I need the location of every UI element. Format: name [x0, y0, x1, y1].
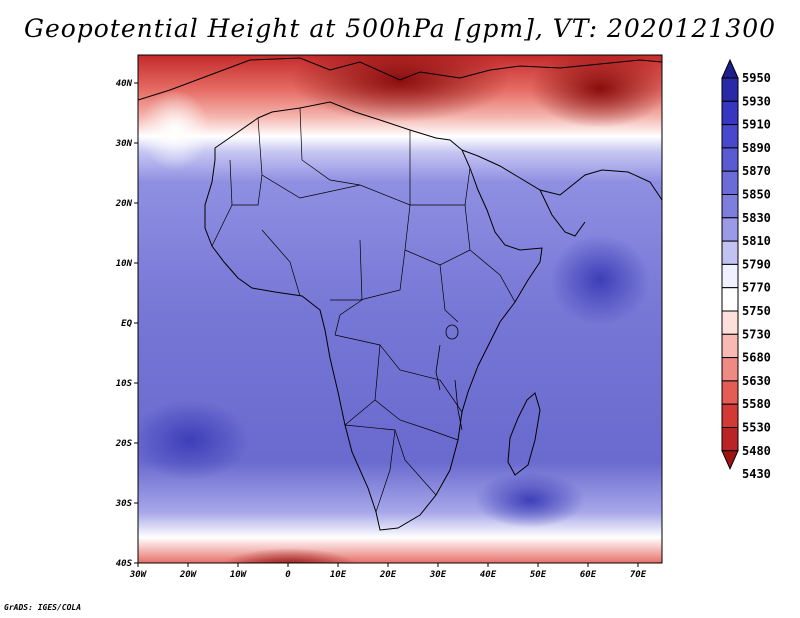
colorbar-label: 5430 [742, 467, 771, 481]
colorbar-swatch [721, 333, 739, 359]
lat-label: 20S [115, 439, 133, 449]
colorbar-label: 5870 [742, 164, 771, 178]
ridge-southern [222, 548, 358, 563]
lat-label: 30S [115, 499, 133, 509]
lon-label: 30W [129, 570, 148, 580]
country-borders [211, 107, 516, 513]
colorbar-label: 5750 [742, 304, 771, 318]
colorbar-label: 5630 [742, 374, 771, 388]
colorbar-label: 5890 [742, 141, 771, 155]
grads-credit: GrADS: IGES/COLA [4, 603, 82, 612]
colorbar-label: 5730 [742, 327, 771, 341]
colorbar-label: 5810 [742, 234, 771, 248]
colorbar-label: 5530 [742, 421, 771, 435]
colorbar-label: 5950 [742, 71, 771, 85]
colorbar-label: 5850 [742, 188, 771, 202]
lon-label: 0 [285, 570, 291, 580]
lat-label: 20N [115, 199, 133, 209]
map-panel [138, 55, 662, 563]
map-frame [137, 54, 663, 564]
lon-label: 10E [330, 570, 347, 580]
colorbar-swatch [721, 217, 739, 242]
colorbar-swatch [721, 380, 739, 405]
colorbar-swatch [721, 357, 739, 382]
colorbar-swatch [721, 77, 739, 102]
lon-label: 60E [580, 570, 597, 580]
low-southeast [475, 472, 585, 528]
lon-label: 20E [379, 570, 397, 580]
colorbar-arrow-bottom [721, 450, 739, 471]
colorbar-swatch [721, 263, 739, 289]
colorbar-label: 5830 [742, 211, 771, 225]
low-southwest [138, 400, 250, 480]
colorbar-swatch [721, 147, 739, 172]
colorbar-label: 5790 [742, 257, 771, 271]
low-indian-ocean [550, 235, 650, 325]
colorbar-swatch [721, 287, 739, 312]
colorbar-swatch [721, 427, 739, 452]
colorbar-swatch [721, 403, 739, 429]
lat-label: 40S [116, 559, 133, 569]
lon-label: 40E [480, 570, 497, 580]
colorbar-label: 5580 [742, 397, 771, 411]
lat-label: 10N [116, 259, 133, 269]
coastline-africa [138, 57, 662, 531]
lon-label: 30E [429, 570, 447, 580]
colorbar-swatch [721, 194, 739, 219]
colorbar-label: 5480 [742, 444, 771, 458]
lon-label: 50E [530, 570, 547, 580]
colorbar-swatch [721, 100, 739, 126]
lon-label: 70E [630, 570, 647, 580]
map-title: Geopotential Height at 500hPa [gpm], VT:… [23, 14, 777, 43]
latitude-axis: 40N 30N 20N 10N EQ 10S 20S 30S 40S [115, 79, 138, 569]
ridge-mediterranean [290, 55, 510, 122]
colorbar-label: 5770 [742, 281, 771, 295]
lon-label: 20W [179, 570, 198, 580]
colorbar-label: 5930 [742, 94, 771, 108]
colorbar-swatch [721, 240, 739, 265]
longitude-axis: 30W 20W 10W 0 10E 20E 30E 40E 50E 60E 70E [129, 563, 647, 580]
lat-label: 30N [115, 139, 133, 149]
ridge-arabia [530, 55, 662, 128]
colorbar-swatch [721, 124, 739, 149]
colorbar-swatch [721, 310, 739, 335]
lat-label: 40N [116, 79, 133, 89]
lon-label: 10W [230, 570, 248, 580]
lat-label: EQ [121, 319, 132, 329]
lat-label: 10S [116, 379, 133, 389]
colorbar: 5950 5930 5910 5890 5870 5850 5830 5810 5790 5770… [721, 58, 771, 481]
colorbar-arrow-top [721, 58, 739, 79]
colorbar-label: 5910 [742, 118, 771, 132]
trough-atlantic [140, 90, 210, 170]
lakes [435, 324, 463, 431]
colorbar-label: 5680 [742, 351, 771, 365]
colorbar-swatch [721, 170, 739, 195]
